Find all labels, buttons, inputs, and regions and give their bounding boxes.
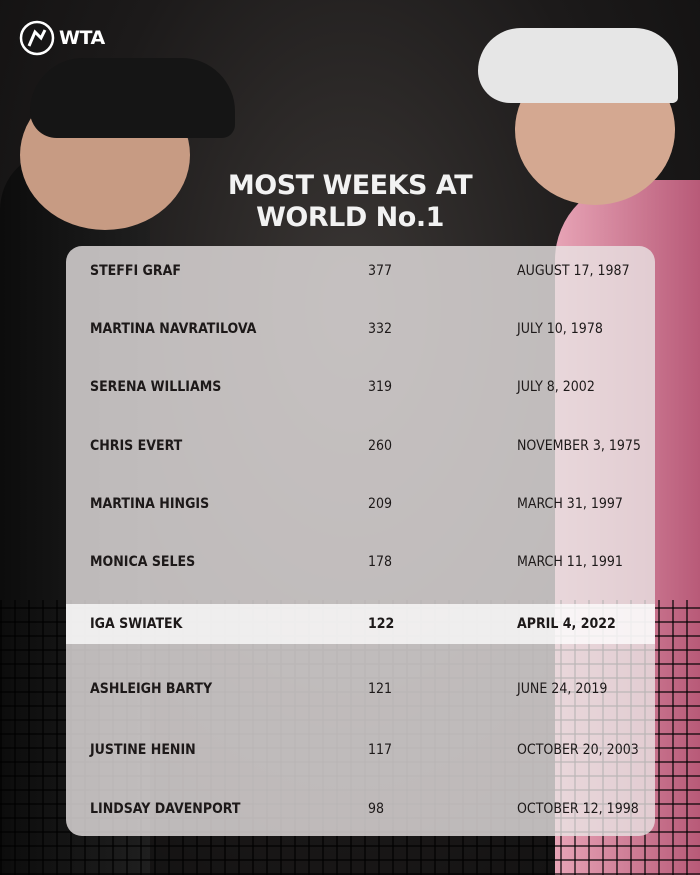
first-reached-date: JUNE 24, 2019 [517, 681, 608, 697]
weeks-count: 260 [368, 438, 393, 454]
wta-logo-text: WTA [59, 27, 105, 49]
player-name: LINDSAY DAVENPORT [90, 801, 241, 817]
background-player-right-cap [478, 28, 678, 103]
rankings-table: STEFFI GRAF 377 AUGUST 17, 1987 MARTINA NAV… [66, 246, 655, 836]
table-row: STEFFI GRAF 377 AUGUST 17, 1987 [66, 251, 655, 291]
weeks-count: 319 [368, 379, 393, 395]
first-reached-date: JULY 8, 2002 [517, 379, 595, 395]
first-reached-date: AUGUST 17, 1987 [517, 263, 630, 279]
table-row: SERENA WILLIAMS 319 JULY 8, 2002 [66, 367, 655, 407]
weeks-count: 98 [368, 801, 385, 817]
first-reached-date: APRIL 4, 2022 [517, 616, 616, 632]
background-player-left-cap [30, 58, 235, 138]
weeks-count: 121 [368, 681, 393, 697]
weeks-count: 178 [368, 554, 393, 570]
table-row: ASHLEIGH BARTY 121 JUNE 24, 2019 [66, 669, 655, 709]
wta-logo: WTA [19, 20, 105, 56]
weeks-count: 377 [368, 263, 393, 279]
weeks-count: 117 [368, 742, 393, 758]
first-reached-date: OCTOBER 20, 2003 [517, 742, 639, 758]
table-row: IGA SWIATEK 122 APRIL 4, 2022 [66, 604, 655, 644]
player-name: JUSTINE HENIN [90, 742, 196, 758]
player-name: STEFFI GRAF [90, 263, 181, 279]
title-line-2: WORLD No.1 [256, 202, 444, 233]
table-row: JUSTINE HENIN 117 OCTOBER 20, 2003 [66, 730, 655, 770]
weeks-count: 209 [368, 496, 393, 512]
weeks-count: 332 [368, 321, 393, 337]
first-reached-date: MARCH 11, 1991 [517, 554, 623, 570]
player-name: SERENA WILLIAMS [90, 379, 222, 395]
first-reached-date: NOVEMBER 3, 1975 [517, 438, 641, 454]
player-name: MARTINA NAVRATILOVA [90, 321, 257, 337]
page-title: MOST WEEKS AT WORLD No.1 [0, 170, 700, 234]
wta-player-icon [19, 20, 55, 56]
player-name: MARTINA HINGIS [90, 496, 210, 512]
player-name: CHRIS EVERT [90, 438, 183, 454]
table-row: CHRIS EVERT 260 NOVEMBER 3, 1975 [66, 426, 655, 466]
table-row: MONICA SELES 178 MARCH 11, 1991 [66, 542, 655, 582]
table-row: MARTINA HINGIS 209 MARCH 31, 1997 [66, 484, 655, 524]
player-name: ASHLEIGH BARTY [90, 681, 213, 697]
table-row: LINDSAY DAVENPORT 98 OCTOBER 12, 1998 [66, 789, 655, 829]
table-row: MARTINA NAVRATILOVA 332 JULY 10, 1978 [66, 309, 655, 349]
first-reached-date: OCTOBER 12, 1998 [517, 801, 639, 817]
first-reached-date: MARCH 31, 1997 [517, 496, 623, 512]
first-reached-date: JULY 10, 1978 [517, 321, 603, 337]
player-name: IGA SWIATEK [90, 616, 183, 632]
title-line-1: MOST WEEKS AT [227, 170, 473, 201]
weeks-count: 122 [368, 616, 395, 632]
player-name: MONICA SELES [90, 554, 196, 570]
